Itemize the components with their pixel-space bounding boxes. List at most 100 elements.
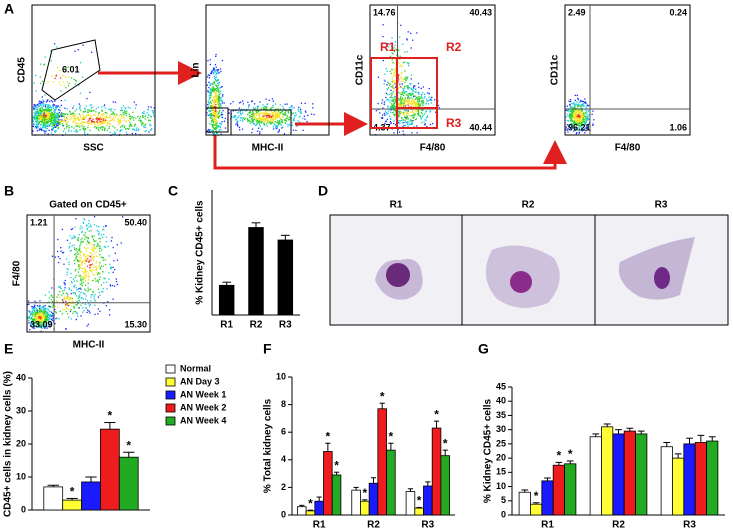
dot bbox=[48, 114, 51, 116]
dot bbox=[249, 110, 252, 113]
dot bbox=[57, 113, 59, 115]
dot bbox=[212, 90, 214, 93]
dot bbox=[67, 296, 69, 298]
dot bbox=[44, 305, 46, 307]
dot bbox=[385, 96, 387, 99]
dot bbox=[47, 113, 49, 116]
dot bbox=[579, 112, 581, 114]
dot bbox=[582, 100, 585, 103]
dot bbox=[73, 259, 75, 262]
dot bbox=[87, 258, 89, 260]
dot bbox=[120, 242, 122, 244]
dot bbox=[415, 97, 417, 99]
dot bbox=[579, 116, 581, 118]
significance-star: * bbox=[362, 486, 367, 500]
dot bbox=[278, 110, 280, 112]
dot bbox=[86, 271, 88, 273]
dot bbox=[63, 115, 65, 117]
dot bbox=[565, 126, 567, 128]
dot bbox=[40, 113, 42, 115]
dot bbox=[426, 98, 428, 100]
dot bbox=[259, 101, 261, 103]
dot bbox=[211, 124, 214, 126]
dot bbox=[592, 110, 594, 112]
dot bbox=[393, 88, 395, 90]
dot bbox=[210, 121, 212, 123]
dot bbox=[62, 74, 64, 77]
dot bbox=[574, 118, 576, 120]
dot bbox=[217, 98, 219, 100]
dot bbox=[588, 123, 591, 125]
dot bbox=[62, 115, 64, 117]
dot bbox=[569, 103, 571, 105]
dot bbox=[293, 119, 295, 121]
panel-letter: C bbox=[168, 183, 178, 199]
dot bbox=[220, 100, 223, 102]
dot bbox=[81, 283, 83, 285]
dot bbox=[43, 63, 46, 65]
dot bbox=[97, 118, 99, 120]
dot bbox=[386, 84, 388, 86]
dot bbox=[54, 126, 56, 128]
dot bbox=[217, 85, 219, 87]
dot bbox=[99, 121, 101, 123]
dot bbox=[235, 119, 237, 121]
dot bbox=[270, 123, 272, 125]
dot bbox=[41, 96, 43, 98]
dot bbox=[216, 94, 218, 96]
dot bbox=[383, 83, 385, 85]
dot bbox=[387, 105, 389, 107]
dot bbox=[120, 114, 122, 116]
dot bbox=[569, 104, 571, 106]
dot bbox=[41, 307, 43, 309]
dot bbox=[209, 59, 211, 61]
dot bbox=[430, 102, 433, 104]
dot bbox=[73, 292, 75, 294]
dot bbox=[402, 106, 404, 108]
dot bbox=[395, 90, 397, 92]
dot bbox=[287, 112, 290, 114]
dot bbox=[64, 305, 66, 307]
dot bbox=[139, 116, 141, 118]
dot bbox=[103, 128, 106, 130]
dot bbox=[409, 97, 411, 99]
dot bbox=[121, 125, 123, 127]
dot bbox=[258, 114, 260, 116]
dot bbox=[67, 121, 69, 123]
dot bbox=[83, 260, 85, 262]
image-label: R1 bbox=[390, 200, 403, 211]
dot bbox=[91, 280, 93, 282]
dot bbox=[403, 133, 405, 135]
dot bbox=[86, 225, 88, 227]
dot bbox=[404, 105, 407, 107]
bar bbox=[62, 499, 82, 511]
dot bbox=[287, 124, 289, 126]
dot bbox=[412, 114, 415, 116]
dot bbox=[571, 112, 573, 115]
dot bbox=[274, 109, 276, 112]
dot bbox=[41, 314, 43, 316]
dot bbox=[39, 312, 41, 314]
dot bbox=[38, 108, 40, 110]
dot bbox=[128, 115, 131, 117]
dot bbox=[304, 102, 306, 104]
dot bbox=[263, 108, 265, 110]
bar bbox=[601, 426, 614, 516]
dot bbox=[571, 125, 574, 127]
dot bbox=[415, 103, 417, 105]
dot bbox=[60, 84, 62, 86]
dot bbox=[34, 118, 36, 120]
dot bbox=[79, 259, 81, 262]
dot bbox=[215, 124, 218, 126]
dot bbox=[208, 77, 211, 79]
dot bbox=[281, 119, 283, 121]
dot bbox=[261, 120, 263, 122]
dot bbox=[81, 260, 83, 262]
dot bbox=[217, 100, 219, 102]
dot bbox=[33, 319, 35, 321]
dot bbox=[42, 126, 44, 128]
dot bbox=[398, 113, 400, 115]
dot bbox=[277, 123, 280, 125]
dot bbox=[50, 295, 52, 297]
dot bbox=[95, 262, 97, 264]
